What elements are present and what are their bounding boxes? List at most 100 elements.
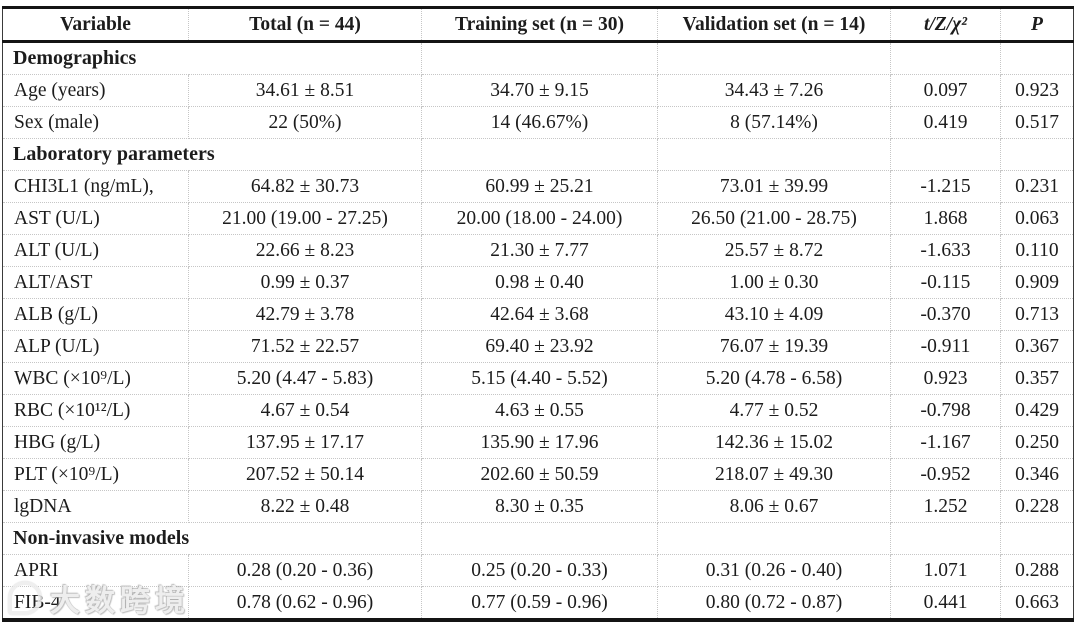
table-row: ALB (g/L) 42.79 ± 3.78 42.64 ± 3.68 43.10 ±…	[2, 298, 1074, 331]
variable-cell: ALB (g/L)	[2, 298, 189, 331]
table-row: lgDNA 8.22 ± 0.48 8.30 ± 0.35 8.06 ± 0.67 1.…	[2, 490, 1074, 523]
value-cell: 5.20 (4.47 - 5.83)	[188, 362, 422, 395]
value-cell: 137.95 ± 17.17	[188, 426, 422, 459]
empty-cell	[421, 41, 658, 75]
value-cell: 4.67 ± 0.54	[188, 394, 422, 427]
value-cell: 1.00 ± 0.30	[657, 266, 891, 299]
value-cell: 42.64 ± 3.68	[421, 298, 658, 331]
empty-cell	[1000, 522, 1074, 555]
table-row: WBC (×10⁹/L) 5.20 (4.47 - 5.83) 5.15 (4.40…	[2, 362, 1074, 395]
header-p-value: P	[1000, 7, 1074, 43]
value-cell: 0.99 ± 0.37	[188, 266, 422, 299]
value-cell: 22.66 ± 8.23	[188, 234, 422, 267]
value-cell: 0.78 (0.62 - 0.96)	[188, 586, 422, 621]
section-row: Laboratory parameters	[2, 138, 1074, 171]
value-cell: 0.110	[1000, 234, 1074, 267]
value-cell: 22 (50%)	[188, 106, 422, 139]
section-label: Demographics	[2, 41, 422, 75]
variable-cell: Age (years)	[2, 74, 189, 107]
value-cell: 34.61 ± 8.51	[188, 74, 422, 107]
value-cell: 71.52 ± 22.57	[188, 330, 422, 363]
value-cell: 0.77 (0.59 - 0.96)	[421, 586, 658, 621]
header-test-statistic: t/Z/χ²	[890, 7, 1001, 43]
value-cell: 0.367	[1000, 330, 1074, 363]
value-cell: 34.43 ± 7.26	[657, 74, 891, 107]
value-cell: 0.441	[890, 586, 1001, 621]
empty-cell	[657, 522, 891, 555]
value-cell: -1.215	[890, 170, 1001, 203]
header-total: Total (n = 44)	[188, 7, 422, 43]
value-cell: 0.98 ± 0.40	[421, 266, 658, 299]
value-cell: -1.167	[890, 426, 1001, 459]
header-row: Variable Total (n = 44) Training set (n …	[2, 7, 1074, 43]
variable-cell: CHI3L1 (ng/mL),	[2, 170, 189, 203]
value-cell: 1.868	[890, 202, 1001, 235]
value-cell: 0.80 (0.72 - 0.87)	[657, 586, 891, 621]
value-cell: 135.90 ± 17.96	[421, 426, 658, 459]
value-cell: 0.517	[1000, 106, 1074, 139]
value-cell: 0.923	[890, 362, 1001, 395]
value-cell: 0.228	[1000, 490, 1074, 523]
variable-cell: ALT/AST	[2, 266, 189, 299]
section-label: Non-invasive models	[2, 522, 422, 555]
value-cell: 20.00 (18.00 - 24.00)	[421, 202, 658, 235]
value-cell: 0.250	[1000, 426, 1074, 459]
table-row: FIB-4 0.78 (0.62 - 0.96) 0.77 (0.59 - 0.96…	[2, 586, 1074, 621]
value-cell: 76.07 ± 19.39	[657, 330, 891, 363]
value-cell: -0.370	[890, 298, 1001, 331]
value-cell: 8.22 ± 0.48	[188, 490, 422, 523]
value-cell: -0.911	[890, 330, 1001, 363]
value-cell: 0.429	[1000, 394, 1074, 427]
value-cell: 207.52 ± 50.14	[188, 458, 422, 491]
value-cell: 0.231	[1000, 170, 1074, 203]
value-cell: 26.50 (21.00 - 28.75)	[657, 202, 891, 235]
value-cell: -0.115	[890, 266, 1001, 299]
header-validation-set: Validation set (n = 14)	[657, 7, 891, 43]
empty-cell	[657, 138, 891, 171]
value-cell: 34.70 ± 9.15	[421, 74, 658, 107]
variable-cell: ALP (U/L)	[2, 330, 189, 363]
value-cell: 25.57 ± 8.72	[657, 234, 891, 267]
empty-cell	[890, 522, 1001, 555]
value-cell: 0.31 (0.26 - 0.40)	[657, 554, 891, 587]
value-cell: 4.63 ± 0.55	[421, 394, 658, 427]
variable-cell: HBG (g/L)	[2, 426, 189, 459]
value-cell: 64.82 ± 30.73	[188, 170, 422, 203]
value-cell: 5.15 (4.40 - 5.52)	[421, 362, 658, 395]
section-row: Non-invasive models	[2, 522, 1074, 555]
value-cell: 0.063	[1000, 202, 1074, 235]
value-cell: 8 (57.14%)	[657, 106, 891, 139]
baseline-characteristics-table: Variable Total (n = 44) Training set (n …	[2, 6, 1074, 622]
value-cell: 0.25 (0.20 - 0.33)	[421, 554, 658, 587]
value-cell: 21.00 (19.00 - 27.25)	[188, 202, 422, 235]
variable-cell: PLT (×10⁹/L)	[2, 458, 189, 491]
table-row: ALP (U/L) 71.52 ± 22.57 69.40 ± 23.92 76.07…	[2, 330, 1074, 363]
variable-cell: RBC (×10¹²/L)	[2, 394, 189, 427]
table-row: Age (years) 34.61 ± 8.51 34.70 ± 9.15 34.43…	[2, 74, 1074, 107]
value-cell: 0.923	[1000, 74, 1074, 107]
table-row: APRI 0.28 (0.20 - 0.36) 0.25 (0.20 - 0.33)…	[2, 554, 1074, 587]
value-cell: 0.346	[1000, 458, 1074, 491]
value-cell: 21.30 ± 7.77	[421, 234, 658, 267]
variable-cell: AST (U/L)	[2, 202, 189, 235]
value-cell: 14 (46.67%)	[421, 106, 658, 139]
section-row: Demographics	[2, 41, 1074, 75]
empty-cell	[890, 41, 1001, 75]
value-cell: 1.071	[890, 554, 1001, 587]
value-cell: 69.40 ± 23.92	[421, 330, 658, 363]
empty-cell	[421, 138, 658, 171]
value-cell: 218.07 ± 49.30	[657, 458, 891, 491]
table-row: CHI3L1 (ng/mL), 64.82 ± 30.73 60.99 ± 25.2…	[2, 170, 1074, 203]
value-cell: -0.952	[890, 458, 1001, 491]
value-cell: 0.419	[890, 106, 1001, 139]
value-cell: 0.663	[1000, 586, 1074, 621]
value-cell: 42.79 ± 3.78	[188, 298, 422, 331]
empty-cell	[1000, 41, 1074, 75]
variable-cell: Sex (male)	[2, 106, 189, 139]
value-cell: 60.99 ± 25.21	[421, 170, 658, 203]
value-cell: 0.357	[1000, 362, 1074, 395]
table-row: RBC (×10¹²/L) 4.67 ± 0.54 4.63 ± 0.55 4.77 …	[2, 394, 1074, 427]
table-row: ALT/AST 0.99 ± 0.37 0.98 ± 0.40 1.00 ± 0.30…	[2, 266, 1074, 299]
variable-cell: FIB-4	[2, 586, 189, 621]
value-cell: -0.798	[890, 394, 1001, 427]
